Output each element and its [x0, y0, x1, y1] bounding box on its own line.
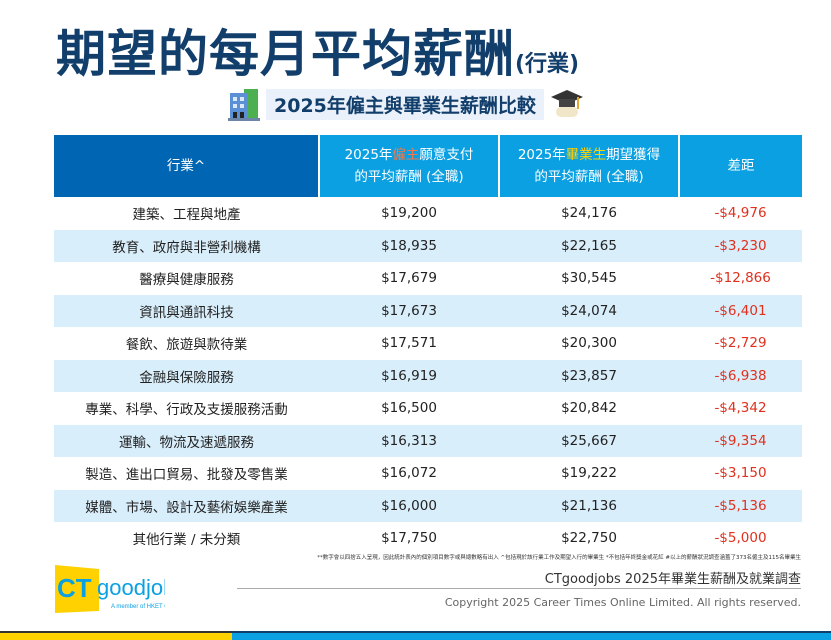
- graduate-salary-cell: $24,074: [499, 294, 679, 327]
- graduate-salary-cell: $22,750: [561, 530, 617, 547]
- gap-cell: -$4,976: [714, 205, 767, 222]
- employer-salary-cell: $17,673: [319, 294, 499, 327]
- gap-cell: -$12,866: [710, 270, 771, 287]
- table-row: 金融與保險服務 $16,919 $23,857 -$6,938: [54, 359, 802, 392]
- header-industry[interactable]: 行業^: [54, 135, 320, 197]
- page-title: 期望的每月平均薪酬(行業): [56, 14, 579, 86]
- industry-cell: 其他行業 / 未分類: [132, 532, 241, 549]
- industry-cell: 教育、政府與非營利機構: [54, 229, 319, 262]
- employer-salary-cell: $16,072: [381, 465, 437, 482]
- employer-salary-cell: $16,500: [381, 400, 437, 417]
- survey-name: CTgoodjobs 2025年畢業生薪酬及就業調查: [544, 572, 801, 587]
- industry-cell: 媒體、市場、設計及藝術娛樂產業: [54, 489, 319, 522]
- graduate-salary-cell: $24,176: [561, 205, 617, 222]
- header-text: 2025年: [344, 147, 393, 163]
- table-row: 餐飲、旅遊與款待業 $17,571 $20,300 -$2,729: [54, 327, 802, 360]
- employer-salary-cell: $19,200: [381, 205, 437, 222]
- gap-cell: -$6,401: [679, 294, 802, 327]
- employer-salary-cell: $16,000: [319, 489, 499, 522]
- gap-cell: -$5,000: [714, 530, 767, 547]
- subtitle-banner: 2025年僱主與畢業生薪酬比較: [228, 86, 584, 122]
- header-text: 期望獲得: [606, 147, 661, 163]
- table-row: 製造、進出口貿易、批發及零售業 $16,072 $19,222 -$3,150: [54, 457, 802, 490]
- industry-cell: 專業、科學、行政及支援服務活動: [85, 402, 288, 419]
- employer-salary-cell: $16,919: [319, 359, 499, 392]
- graduate-salary-cell: $19,222: [561, 465, 617, 482]
- industry-cell: 運輸、物流及速遞服務: [54, 424, 319, 457]
- subtitle-text: 2025年僱主與畢業生薪酬比較: [266, 88, 544, 120]
- footer-bar-yellow: [0, 631, 232, 640]
- svg-text:A member of HKET Group: A member of HKET Group: [111, 604, 165, 610]
- gap-cell: -$4,342: [714, 400, 767, 417]
- industry-cell: 建築、工程與地產: [132, 207, 241, 224]
- gap-cell: -$5,136: [679, 489, 802, 522]
- graduate-salary-cell: $22,165: [499, 229, 679, 262]
- footer-bar-blue: [232, 631, 831, 640]
- header-highlight: 畢業生: [565, 147, 607, 163]
- gap-cell: -$3,150: [714, 465, 767, 482]
- header-employer: 2025年僱主願意支付的平均薪酬 (全職): [319, 135, 500, 197]
- svg-text:CT: CT: [57, 573, 92, 603]
- table-row: 建築、工程與地產 $19,200 $24,176 -$4,976: [54, 197, 802, 230]
- graduate-salary-cell: $20,842: [561, 400, 617, 417]
- table-row: 其他行業 / 未分類 $17,750 $22,750 -$5,000: [54, 522, 802, 555]
- gap-cell: -$6,938: [679, 359, 802, 392]
- industry-cell: 金融與保險服務: [54, 359, 319, 392]
- svg-text:goodjobs: goodjobs: [97, 575, 165, 600]
- employer-salary-cell: $17,571: [381, 335, 437, 352]
- industry-cell: 製造、進出口貿易、批發及零售業: [85, 467, 288, 484]
- header-highlight: 僱主: [392, 147, 420, 163]
- table-row: 專業、科學、行政及支援服務活動 $16,500 $20,842 -$4,342: [54, 392, 802, 425]
- table-row: 資訊與通訊科技 $17,673 $24,074 -$6,401: [54, 294, 802, 327]
- building-icon: [228, 89, 260, 121]
- gap-cell: -$2,729: [714, 335, 767, 352]
- graduate-salary-cell: $20,300: [561, 335, 617, 352]
- table-row: 教育、政府與非營利機構 $18,935 $22,165 -$3,230: [54, 229, 802, 262]
- graduate-salary-cell: $30,545: [561, 270, 617, 287]
- graduate-salary-cell: $21,136: [499, 489, 679, 522]
- divider: [237, 588, 801, 589]
- graduate-salary-cell: $23,857: [499, 359, 679, 392]
- employer-salary-cell: $17,750: [381, 530, 437, 547]
- header-text: 的平均薪酬 (全職): [534, 169, 644, 185]
- salary-table: 行業^ 2025年僱主願意支付 的平均薪酬 (全職) 2025年畢業生期望獲得 的平…: [54, 135, 802, 555]
- table-row: 醫療與健康服務 $17,679 $30,545 -$12,866: [54, 262, 802, 295]
- header-text: 的平均薪酬 (全職): [354, 169, 464, 185]
- title-main: 期望的每月平均薪酬: [56, 25, 515, 83]
- employer-salary-cell: $18,935: [319, 229, 499, 262]
- footnote: **數字會以四捨五入呈現，因此統計表內的個別項目數字或與總數略有出入 ^包括現於…: [317, 555, 801, 561]
- header-gap: 差距: [679, 135, 802, 197]
- header-text: 2025年: [517, 147, 566, 163]
- title-suffix: (行業): [515, 52, 580, 77]
- graduation-cap-icon: [550, 90, 583, 117]
- gap-cell: -$9,354: [679, 424, 802, 457]
- graduate-salary-cell: $25,667: [499, 424, 679, 457]
- industry-cell: 餐飲、旅遊與款待業: [125, 337, 248, 354]
- copyright: Copyright 2025 Career Times Online Limit…: [444, 596, 801, 609]
- header-text: 願意支付: [419, 147, 474, 163]
- employer-salary-cell: $17,679: [381, 270, 437, 287]
- table-row: 媒體、市場、設計及藝術娛樂產業 $16,000 $21,136 -$5,136: [54, 489, 802, 522]
- ctgoodjobs-logo: CT goodjobs A member of HKET Group: [55, 565, 165, 613]
- header-graduate: 2025年畢業生期望獲得的平均薪酬 (全職): [499, 135, 680, 197]
- industry-cell: 資訊與通訊科技: [54, 294, 319, 327]
- table-row: 運輸、物流及速遞服務 $16,313 $25,667 -$9,354: [54, 424, 802, 457]
- industry-cell: 醫療與健康服務: [139, 272, 234, 289]
- gap-cell: -$3,230: [679, 229, 802, 262]
- employer-salary-cell: $16,313: [319, 424, 499, 457]
